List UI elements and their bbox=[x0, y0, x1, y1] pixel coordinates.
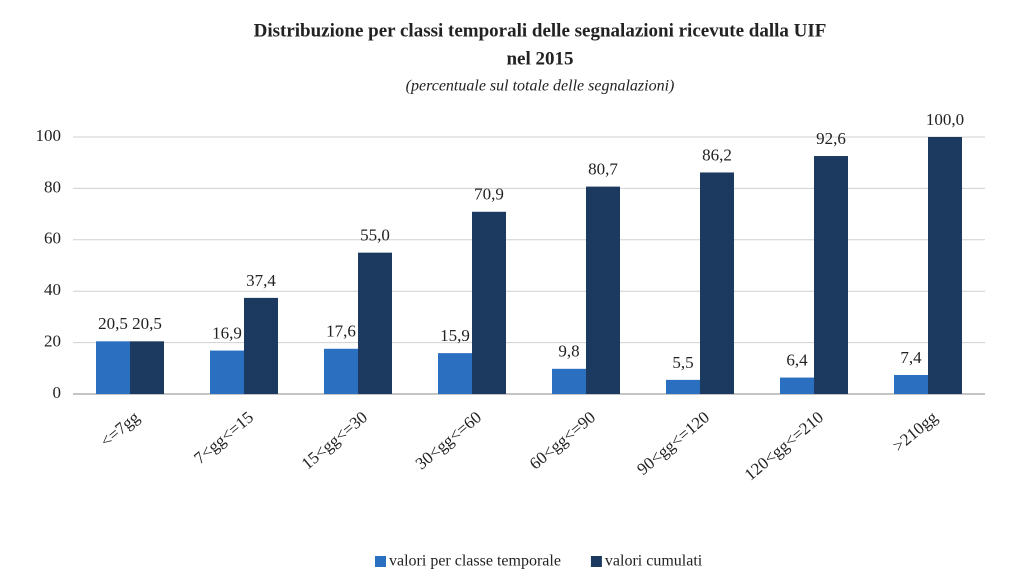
legend-swatch bbox=[375, 556, 386, 567]
bar bbox=[210, 350, 244, 394]
y-tick-label: 100 bbox=[36, 126, 62, 145]
value-label: 9,8 bbox=[558, 342, 579, 361]
value-label: 5,5 bbox=[672, 353, 693, 372]
bar bbox=[96, 341, 130, 394]
bar bbox=[666, 379, 700, 394]
y-tick-label: 40 bbox=[44, 280, 61, 299]
value-label: 100,0 bbox=[926, 110, 964, 129]
value-label: 86,2 bbox=[702, 145, 732, 164]
y-tick-label: 60 bbox=[44, 229, 61, 248]
x-tick-label: <=7gg bbox=[97, 407, 144, 451]
bar bbox=[130, 341, 164, 394]
x-tick-label: 120<gg<=210 bbox=[741, 408, 827, 485]
bar bbox=[700, 172, 734, 394]
bar bbox=[324, 348, 358, 394]
bar bbox=[244, 297, 278, 394]
bar bbox=[438, 353, 472, 394]
legend-label: valori per classe temporale bbox=[389, 553, 561, 570]
x-tick-label: 30<gg<=60 bbox=[412, 408, 485, 474]
x-tick-label: >210gg bbox=[889, 407, 941, 455]
y-tick-label: 80 bbox=[44, 177, 61, 196]
value-label: 15,9 bbox=[440, 326, 470, 345]
value-label: 16,9 bbox=[212, 323, 242, 342]
value-label: 20,5 bbox=[98, 314, 128, 333]
value-label: 6,4 bbox=[786, 350, 808, 369]
x-tick-label: 7<gg<=15 bbox=[190, 408, 257, 468]
value-label: 80,7 bbox=[588, 160, 618, 179]
bar bbox=[586, 186, 620, 394]
chart-title: nel 2015 bbox=[506, 48, 573, 69]
y-tick-label: 20 bbox=[44, 332, 61, 351]
bar bbox=[894, 374, 928, 394]
bar bbox=[358, 252, 392, 394]
value-label: 92,6 bbox=[816, 129, 846, 148]
bar bbox=[552, 368, 586, 394]
bar bbox=[814, 156, 848, 394]
y-tick-label: 0 bbox=[53, 383, 62, 402]
value-label: 7,4 bbox=[900, 348, 922, 367]
legend-label: valori cumulati bbox=[605, 553, 703, 570]
value-label: 55,0 bbox=[360, 226, 390, 245]
chart-subtitle: (percentuale sul totale delle segnalazio… bbox=[406, 78, 675, 95]
value-label: 17,6 bbox=[326, 322, 356, 341]
legend-swatch bbox=[590, 556, 602, 567]
bar bbox=[928, 137, 962, 394]
x-tick-label: 15<gg<=30 bbox=[298, 408, 371, 474]
value-label: 70,9 bbox=[474, 185, 504, 204]
chart-title: Distribuzione per classi temporali delle… bbox=[254, 20, 827, 41]
bar bbox=[472, 211, 506, 394]
value-label: 20,5 bbox=[132, 314, 162, 333]
value-label: 37,4 bbox=[246, 271, 276, 290]
x-tick-label: 60<gg<=90 bbox=[526, 408, 599, 474]
bar bbox=[780, 377, 814, 394]
x-tick-label: 90<gg<=120 bbox=[633, 408, 713, 479]
